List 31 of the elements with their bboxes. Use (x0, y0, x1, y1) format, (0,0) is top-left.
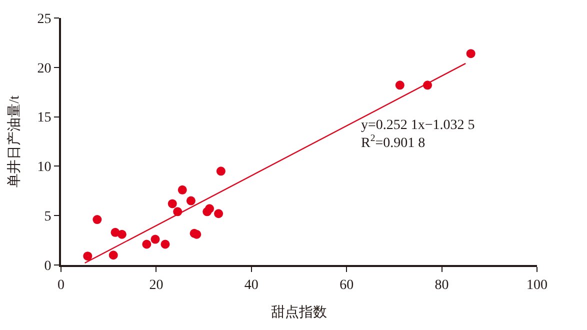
y-tick-label: 5 (44, 210, 52, 224)
point (214, 209, 224, 218)
point (178, 185, 187, 194)
y-axis-title: 单井日产油量/t (6, 96, 22, 188)
y-tick-label: 25 (37, 12, 52, 27)
point (205, 204, 214, 214)
point (216, 166, 226, 176)
x-tick-label: 80 (434, 278, 449, 293)
point (168, 199, 177, 208)
y-tick-label: 10 (37, 160, 52, 176)
point (466, 49, 476, 58)
point (186, 196, 196, 206)
point (92, 215, 102, 224)
x-tick-label: 60 (340, 278, 354, 293)
annotation: y=0.252 1x−1.032 5 (361, 118, 475, 133)
y-tick-label: 15 (37, 110, 52, 126)
x-tick-label: 20 (149, 278, 164, 293)
x-axis-title: 甜点指数 (271, 304, 327, 321)
point (160, 240, 170, 249)
y-tick-label: 0 (44, 258, 52, 274)
point (150, 234, 160, 244)
point (83, 252, 92, 261)
point (395, 80, 404, 90)
point (142, 240, 152, 249)
point (108, 250, 118, 260)
y-tick-label: 20 (37, 61, 52, 76)
point (117, 230, 126, 239)
x-tick-label: 0 (58, 278, 64, 293)
x-tick-label: 40 (244, 278, 258, 293)
x-tick-label: 100 (526, 278, 548, 293)
annotation: R$^{2}$=0.901 8 (361, 133, 426, 151)
